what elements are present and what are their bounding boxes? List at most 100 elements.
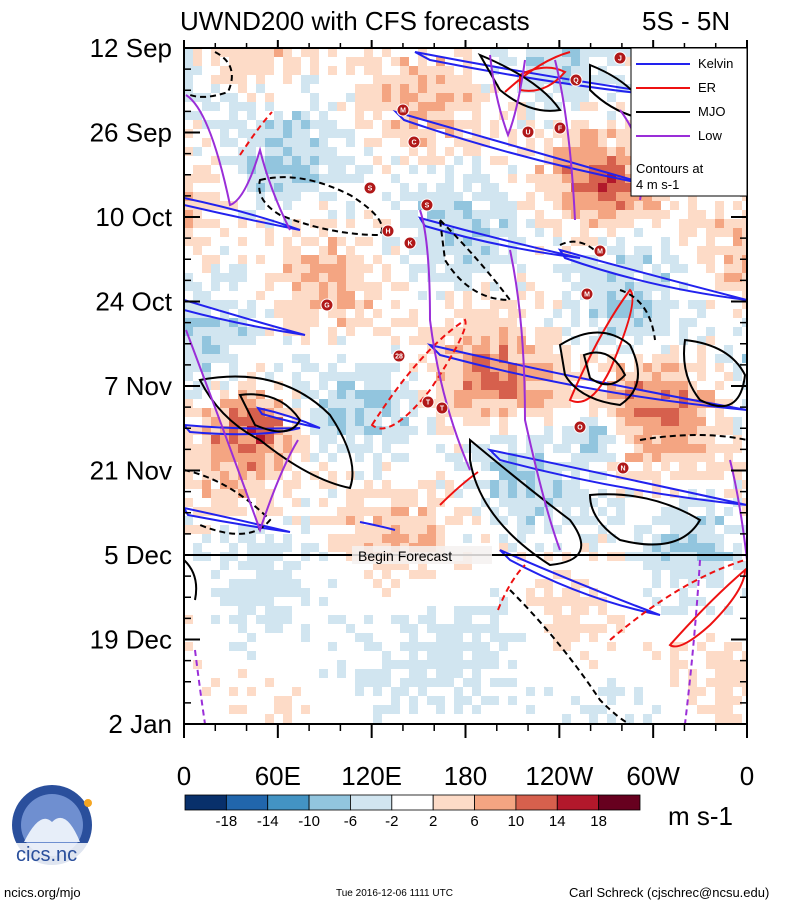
anomaly-cell: [553, 336, 563, 346]
anomaly-cell: [715, 597, 725, 607]
anomaly-cell: [589, 93, 599, 103]
kelvin-contours: [184, 51, 747, 616]
anomaly-cell: [616, 102, 626, 112]
anomaly-cell: [445, 399, 455, 409]
anomaly-cell: [211, 273, 221, 283]
anomaly-cell: [193, 570, 203, 580]
anomaly-cell: [265, 246, 275, 256]
anomaly-cell: [445, 282, 455, 292]
anomaly-cell: [724, 255, 734, 265]
anomaly-cell: [661, 201, 671, 211]
anomaly-cell: [589, 309, 599, 319]
anomaly-cell: [490, 687, 500, 697]
anomaly-cell: [454, 192, 464, 202]
anomaly-cell: [706, 516, 716, 526]
anomaly-cell: [301, 516, 311, 526]
anomaly-cell: [463, 633, 473, 643]
anomaly-cell: [436, 660, 446, 670]
anomaly-cell: [535, 237, 545, 247]
anomaly-cell: [589, 525, 599, 535]
anomaly-cell: [616, 138, 626, 148]
storm-marker: M: [593, 244, 607, 258]
anomaly-cell: [463, 102, 473, 112]
anomaly-cell: [373, 669, 383, 679]
anomaly-cell: [634, 336, 644, 346]
anomaly-cell: [445, 66, 455, 76]
mjo-contour: [477, 52, 562, 112]
anomaly-cell: [418, 705, 428, 715]
anomaly-cell: [580, 345, 590, 355]
anomaly-cell: [328, 534, 338, 544]
anomaly-cell: [571, 624, 581, 634]
anomaly-cell: [688, 507, 698, 517]
anomaly-cell: [634, 597, 644, 607]
anomaly-cell: [283, 111, 293, 121]
anomaly-cell: [373, 606, 383, 616]
anomaly-cell: [607, 714, 617, 724]
anomaly-cell: [346, 597, 356, 607]
anomaly-cell: [481, 705, 491, 715]
anomaly-cell: [625, 255, 635, 265]
anomaly-cell: [697, 579, 707, 589]
anomaly-cell: [733, 264, 743, 274]
anomaly-cell: [382, 561, 392, 571]
anomaly-cell: [283, 363, 293, 373]
anomaly-cell: [238, 525, 248, 535]
anomaly-cell: [553, 534, 563, 544]
anomaly-cell: [508, 489, 518, 499]
anomaly-cell: [202, 426, 212, 436]
anomaly-cell: [607, 678, 617, 688]
anomaly-cell: [472, 57, 482, 67]
anomaly-cell: [499, 372, 509, 382]
anomaly-cell: [445, 678, 455, 688]
anomaly-cell: [229, 84, 239, 94]
anomaly-cell: [625, 363, 635, 373]
anomaly-cell: [742, 597, 747, 607]
anomaly-cell: [634, 498, 644, 508]
anomaly-cell: [715, 219, 725, 229]
anomaly-cell: [688, 255, 698, 265]
anomaly-cell: [463, 381, 473, 391]
anomaly-cell: [490, 381, 500, 391]
anomaly-cell: [328, 210, 338, 220]
anomaly-cell: [445, 372, 455, 382]
anomaly-cell: [355, 237, 365, 247]
anomaly-cell: [436, 534, 446, 544]
anomaly-cell: [391, 570, 401, 580]
anomaly-cell: [328, 633, 338, 643]
anomaly-cell: [229, 696, 239, 706]
anomaly-cell: [409, 93, 419, 103]
anomaly-cell: [661, 498, 671, 508]
anomaly-cell: [661, 471, 671, 481]
anomaly-cell: [517, 372, 527, 382]
anomaly-cell: [724, 552, 734, 562]
anomaly-cell: [391, 219, 401, 229]
anomaly-cell: [391, 174, 401, 184]
anomaly-cell: [436, 588, 446, 598]
anomaly-cell: [499, 642, 509, 652]
anomaly-cell: [319, 714, 329, 724]
anomaly-cell: [355, 282, 365, 292]
anomaly-cell: [400, 120, 410, 130]
anomaly-cell: [310, 75, 320, 85]
anomaly-cell: [625, 642, 635, 652]
anomaly-cell: [364, 156, 374, 166]
anomaly-cell: [643, 327, 653, 337]
anomaly-cell: [319, 264, 329, 274]
anomaly-cell: [292, 687, 302, 697]
anomaly-cell: [184, 471, 194, 481]
anomaly-cell: [319, 687, 329, 697]
anomaly-cell: [373, 327, 383, 337]
anomaly-cell: [202, 552, 212, 562]
anomaly-cell: [319, 237, 329, 247]
anomaly-cell: [643, 507, 653, 517]
anomaly-cell: [715, 408, 725, 418]
anomaly-cell: [454, 363, 464, 373]
anomaly-cell: [733, 678, 743, 688]
anomaly-cell: [274, 669, 284, 679]
anomaly-cell: [202, 147, 212, 157]
anomaly-cell: [193, 84, 203, 94]
anomaly-cell: [598, 192, 608, 202]
anomaly-cell: [337, 444, 347, 454]
anomaly-cell: [256, 498, 266, 508]
